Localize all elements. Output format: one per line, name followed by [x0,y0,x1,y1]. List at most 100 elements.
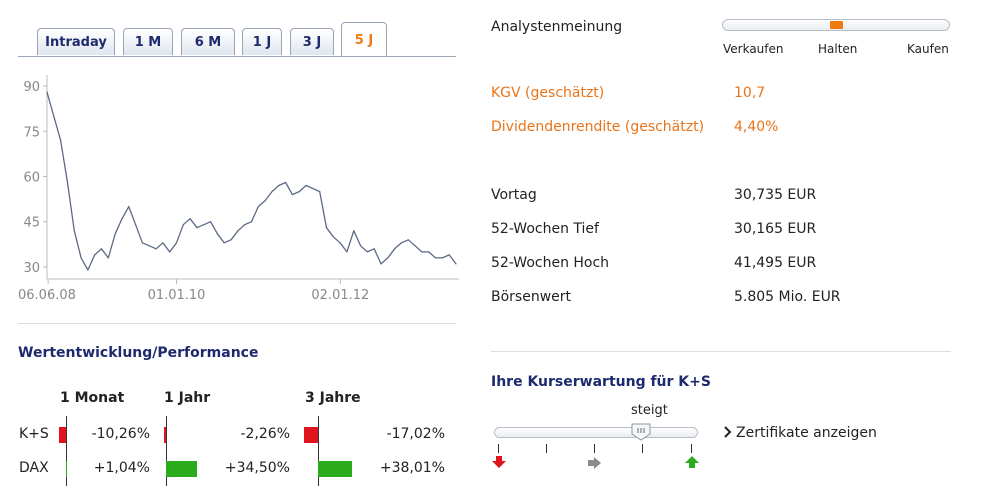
fact-value: 30,165 EUR [734,221,817,237]
fact-label: 52-Wochen Tief [491,221,599,237]
chevron-right-icon [724,426,732,438]
period-1-year: 1 Jahr [164,390,211,406]
analyst-marker [829,21,843,29]
value-dax-1m: +1,04% [93,460,150,476]
price-data-point [250,221,253,223]
tab-6-months[interactable]: 6 M [181,28,235,55]
price-data-point [428,251,430,253]
performance-bar [66,461,67,477]
price-data-point [169,251,171,253]
price-data-point [264,200,266,202]
price-data-point [387,257,389,259]
price-data-point [210,221,212,223]
x-tick-label: 01.01.10 [148,288,206,303]
slider-tick [594,444,595,453]
value-dax-1y: +34,50% [224,460,290,476]
price-data-point [407,239,409,241]
performance-bar [318,461,352,477]
price-data-point [148,245,150,247]
arrow-down-icon [492,456,506,468]
price-data-point [196,227,198,229]
performance-title: Wertentwicklung/Performance [18,345,259,361]
performance-bar [164,427,166,443]
axis-line [166,416,167,486]
price-data-point [216,233,219,235]
price-data-point [135,224,137,226]
tab-1-year[interactable]: 1 J [242,28,282,55]
price-data-point [298,190,300,193]
price-data-point [223,242,225,244]
tab-underline [18,56,456,57]
price-data-point [291,193,293,196]
fact-value: 5.805 Mio. EUR [734,289,841,305]
row-name-ks: K+S [19,426,49,442]
price-data-point [53,115,55,117]
price-data-point [434,257,437,259]
price-data-point [339,242,341,244]
tab-intraday[interactable]: Intraday [37,28,115,55]
price-data-point [189,218,191,220]
x-tick-label: 02.01.12 [311,288,369,303]
price-data-point [87,269,89,271]
certificates-link[interactable]: Zertifikate anzeigen [723,425,877,441]
analyst-scale [722,19,950,31]
price-data-point [203,224,205,226]
price-chart-svg: 30 45 60 75 90 06.06.08 01.01.10 02.01.12 [18,75,459,303]
period-1-month: 1 Monat [60,390,125,406]
fact-label: Vortag [491,187,537,203]
price-data-point [380,263,382,265]
slider-handle-icon [631,423,651,441]
tab-5-years[interactable]: 5 J [341,22,387,57]
price-data-point [175,242,178,244]
expectation-slider-handle[interactable] [631,423,651,441]
slider-tick [546,444,547,453]
analyst-right-label: Kaufen [907,42,949,56]
price-data-point [346,251,348,253]
row-name-dax: DAX [19,460,49,476]
fact-value: 41,495 EUR [734,255,817,271]
price-data-point [455,263,457,265]
price-data-point [121,218,123,220]
analyst-label: Analystenmeinung [491,19,623,35]
y-tick-label: 75 [23,125,40,140]
price-data-point [237,230,239,232]
price-data-point [257,206,259,208]
arrow-right-icon [588,457,601,469]
axis-line [318,416,319,486]
slider-tick [498,444,499,453]
y-tick-label: 30 [23,261,40,276]
period-3-years: 3 Jahre [305,390,361,406]
price-data-point [114,233,116,235]
performance-bar [304,427,318,443]
price-data-point [312,187,314,190]
value-ks-1m: -10,26% [91,426,150,442]
tab-3-years[interactable]: 3 J [290,28,334,55]
price-data-point [80,257,82,259]
price-data-point [46,91,48,93]
kgv-value: 10,7 [734,85,766,101]
price-data-point [271,190,273,193]
price-data-point [107,257,109,259]
expectation-title: Ihre Kurserwartung für K+S [491,374,711,390]
value-ks-3y: -17,02% [386,426,445,442]
tab-1-month[interactable]: 1 M [123,28,173,55]
divider-left [18,323,456,324]
divider-right [491,351,951,352]
slider-tick [691,444,692,453]
price-data-point [394,248,396,250]
price-data-point [155,248,157,250]
price-data-point [278,184,280,187]
price-data-point [353,230,355,232]
price-data-point [100,248,103,250]
expectation-slider[interactable] [494,427,698,438]
dividend-value: 4,40% [734,119,779,135]
performance-bar [59,427,66,443]
y-tick-label: 45 [23,216,40,231]
price-data-point [373,248,375,250]
price-data-point [448,254,450,256]
price-data-point [325,227,328,229]
kgv-label: KGV (geschätzt) [491,85,605,101]
dividend-label: Dividendenrendite (geschätzt) [491,119,705,135]
price-data-point [141,242,144,244]
price-data-point [421,251,423,253]
